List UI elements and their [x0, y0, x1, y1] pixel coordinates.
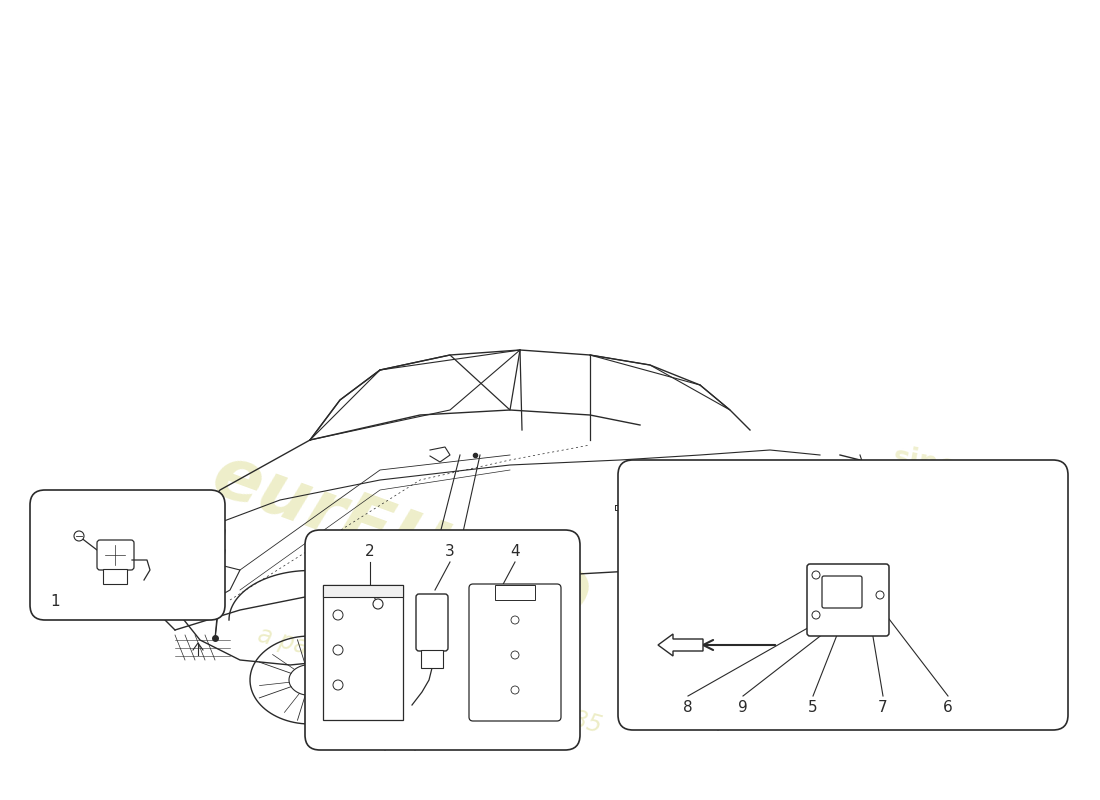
FancyBboxPatch shape	[97, 540, 134, 570]
Bar	[421, 650, 443, 668]
Circle shape	[333, 645, 343, 655]
Circle shape	[333, 610, 343, 620]
Text: 2: 2	[365, 545, 375, 559]
Text: 7: 7	[878, 701, 888, 715]
Circle shape	[876, 591, 884, 599]
Text: 1: 1	[51, 594, 59, 610]
Circle shape	[333, 680, 343, 690]
FancyBboxPatch shape	[469, 584, 561, 721]
Text: 5: 5	[808, 701, 817, 715]
Bar	[323, 585, 403, 597]
Circle shape	[74, 531, 84, 541]
Circle shape	[812, 611, 820, 619]
Text: 3: 3	[446, 545, 455, 559]
Text: 8: 8	[683, 701, 693, 715]
FancyBboxPatch shape	[807, 564, 889, 636]
FancyBboxPatch shape	[30, 490, 225, 620]
Circle shape	[512, 651, 519, 659]
Circle shape	[373, 599, 383, 609]
Circle shape	[512, 686, 519, 694]
Circle shape	[812, 571, 820, 579]
Text: 4: 4	[510, 545, 520, 559]
FancyBboxPatch shape	[103, 569, 127, 584]
Text: since
1985: since 1985	[884, 443, 976, 517]
Text: 9: 9	[738, 701, 748, 715]
Text: eurFULLO: eurFULLO	[202, 440, 597, 640]
Text: 6: 6	[943, 701, 953, 715]
FancyBboxPatch shape	[323, 585, 403, 720]
FancyBboxPatch shape	[618, 460, 1068, 730]
Circle shape	[512, 616, 519, 624]
FancyBboxPatch shape	[305, 530, 580, 750]
FancyBboxPatch shape	[416, 594, 448, 651]
Bar	[495, 585, 535, 600]
Text: a passion for ralldi since 1985: a passion for ralldi since 1985	[255, 622, 605, 738]
FancyArrow shape	[658, 634, 703, 656]
FancyBboxPatch shape	[822, 576, 862, 608]
